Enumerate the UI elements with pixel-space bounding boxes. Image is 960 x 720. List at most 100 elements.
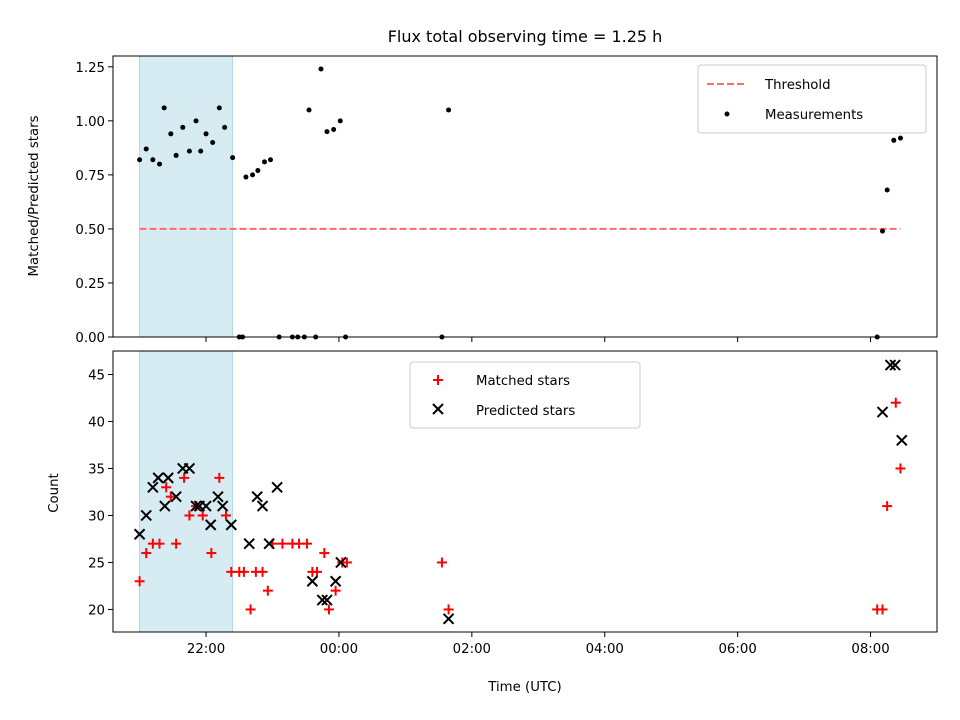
matched-star-point [443, 604, 454, 615]
matched-star-point [436, 557, 447, 568]
predicted-star-point [876, 406, 889, 418]
shaded-interval [139, 55, 234, 338]
matched-star-point [323, 604, 334, 615]
measurement-point [143, 146, 149, 152]
predicted-star-point [212, 490, 224, 503]
measurement-point [157, 161, 163, 167]
matched-star-point [184, 510, 195, 521]
predicted-star-point [225, 519, 237, 531]
matched-star-point [245, 604, 256, 615]
predicted-star-point [442, 613, 455, 625]
bottom-legend: Matched stars Predicted stars [409, 361, 641, 429]
bottom-panel: 22:00 00:00 02:00 04:00 06:00 08:00 20 25 30 35 40… [47, 350, 938, 695]
predicted-star-point [271, 481, 283, 493]
y-tick-label: 40 [88, 415, 105, 430]
y-tick-label: 1.25 [75, 61, 105, 76]
predicted-star-point [884, 359, 897, 371]
x-tick-label: 04:00 [586, 642, 624, 657]
matched-star-point [330, 585, 341, 596]
measurement-point [318, 66, 324, 72]
predicted-star-point [170, 490, 182, 503]
matched-star-point [206, 548, 217, 559]
measurement-point [267, 157, 273, 163]
matched-star-point [171, 538, 182, 549]
top-panel: 0.00 0.25 0.50 0.75 1.00 1.25 Matched/Predict… [27, 55, 938, 346]
matched-star-point [214, 472, 225, 483]
measurement-point [243, 174, 249, 180]
matched-star-point [895, 463, 906, 474]
matched-star-point [154, 538, 165, 549]
y-tick-label: 0.75 [75, 169, 105, 184]
matched-star-point [890, 397, 901, 408]
y-tick-label: 35 [88, 462, 105, 477]
measurement-point [446, 107, 452, 113]
measurement-point [250, 172, 256, 178]
predicted-star-point [183, 462, 196, 475]
x-tick-label: 00:00 [320, 642, 358, 657]
measurement-point [210, 139, 216, 145]
axes-frame [112, 350, 938, 633]
predicted-star-point [147, 481, 159, 493]
predicted-star-point [306, 575, 319, 587]
x-tick-label: 06:00 [718, 642, 756, 657]
bottom-y-axis-label: Count [47, 473, 62, 513]
y-tick-label: 25 [88, 556, 105, 571]
measurement-point [897, 135, 903, 141]
measurement-point [216, 105, 222, 111]
measurement-point [198, 148, 204, 154]
matched-star-point [341, 557, 352, 568]
x-tick-label: 02:00 [453, 642, 491, 657]
legend-threshold-label: Threshold [764, 78, 831, 93]
predicted-star-point [889, 359, 901, 371]
legend-matched-label: Matched stars [476, 374, 570, 389]
predicted-star-point [133, 528, 146, 540]
matched-star-point [277, 538, 288, 549]
y-tick-label: 45 [88, 368, 105, 383]
axes-frame [112, 55, 938, 338]
predicted-star-point [162, 472, 174, 484]
shaded-interval [139, 350, 234, 633]
y-tick-label: 1.00 [75, 115, 105, 130]
predicted-star-point [152, 472, 164, 484]
measurement-point [186, 148, 192, 154]
measurement-point [306, 107, 312, 113]
matched-star-point [141, 548, 152, 559]
x-axis-label: Time (UTC) [487, 680, 562, 695]
measurement-point [168, 131, 174, 137]
predicted-star-point [251, 490, 263, 503]
y-tick-label: 0.25 [75, 277, 105, 292]
measurement-point [222, 124, 228, 130]
matched-star-point [179, 472, 190, 483]
matched-star-point [161, 482, 172, 493]
predicted-star-point [256, 500, 269, 512]
predicted-star-point [335, 556, 347, 569]
legend-predicted-label: Predicted stars [476, 404, 575, 419]
x-tick-label: 22:00 [187, 642, 225, 657]
matched-star-point [197, 510, 208, 521]
measurement-point [173, 152, 179, 158]
top-legend: Threshold Measurements [697, 64, 927, 134]
top-y-axis-label: Matched/Predicted stars [27, 115, 42, 276]
matched-star-point [257, 566, 268, 577]
predicted-star-point [263, 537, 275, 550]
predicted-star-point [329, 575, 342, 587]
legend-measurements-label: Measurements [765, 108, 863, 123]
y-tick-label: 20 [88, 603, 105, 618]
top-legend-frame [697, 64, 927, 134]
top-plot-area: 0.00 0.25 0.50 0.75 1.00 1.25 [75, 55, 938, 346]
matched-star-point [165, 491, 176, 502]
measurement-point [193, 118, 199, 124]
measurement-point [150, 157, 156, 163]
measurement-point [880, 228, 886, 234]
measurement-point [230, 155, 236, 161]
bottom-plot-area: 22:00 00:00 02:00 04:00 06:00 08:00 20 25 30 35 40… [88, 350, 938, 657]
measurement-point [337, 118, 343, 124]
y-tick-label: 0.50 [75, 223, 105, 238]
matched-star-point [882, 501, 893, 512]
y-tick-label: 30 [88, 509, 105, 524]
predicted-star-point [190, 500, 202, 512]
y-tick-label: 0.00 [75, 331, 105, 346]
bottom-legend-frame [409, 361, 641, 429]
measurement-point [884, 187, 890, 193]
